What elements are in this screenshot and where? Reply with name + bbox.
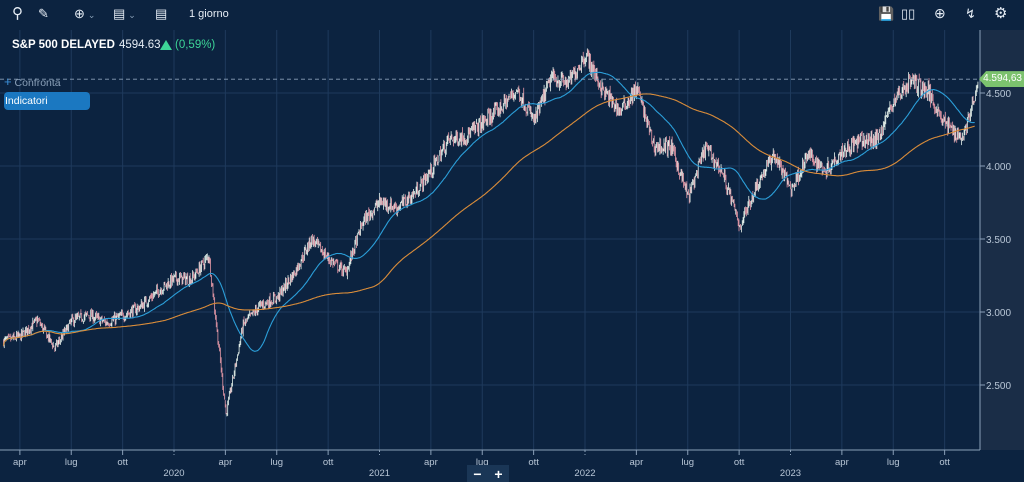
- add-icon[interactable]: ⊕: [934, 5, 946, 21]
- zoom-in-button[interactable]: +: [494, 465, 503, 482]
- candles: [3, 48, 979, 417]
- compare-label: Confronta: [14, 77, 61, 89]
- search-icon[interactable]: ⚲: [12, 5, 23, 22]
- x-tick-label: ott: [528, 457, 539, 468]
- moving-average-short: [2, 71, 975, 352]
- x-tick-label: apr: [13, 457, 27, 468]
- zoom-out-button[interactable]: −: [473, 465, 482, 482]
- x-tick-label: ott: [117, 457, 128, 468]
- instrument-title: S&P 500 DELAYED: [12, 39, 115, 51]
- indicators-button[interactable]: Indicatori: [4, 92, 90, 110]
- price-change: (0,59%): [175, 39, 216, 51]
- up-arrow-icon: [160, 40, 172, 50]
- x-tick-label: lug: [65, 457, 78, 468]
- y-tick-label: 2.500: [986, 381, 1011, 392]
- x-tick-label: apr: [424, 457, 438, 468]
- moving-average-long: [2, 93, 975, 346]
- x-tick-label: lug: [270, 457, 283, 468]
- x-tick-label: lug: [476, 457, 489, 468]
- candlestick-icon[interactable]: ▯▯: [901, 6, 916, 21]
- y-tick-label: 4.000: [986, 162, 1011, 173]
- x-tick-label: ott: [939, 457, 950, 468]
- x-tick-label: apr: [219, 457, 233, 468]
- last-price-tag: 4.594,63: [979, 71, 1024, 88]
- gear-icon[interactable]: ⚙: [994, 5, 1008, 22]
- y-tick-label: 3.000: [986, 308, 1011, 319]
- x-tick-label: apr: [835, 457, 849, 468]
- zoom-controls: − +: [467, 465, 509, 482]
- current-price: 4594.63: [119, 39, 161, 51]
- y-tick-label: 4.500: [986, 89, 1011, 100]
- compare-button[interactable]: + Confronta: [4, 74, 61, 89]
- y-tick-label: 3.500: [986, 235, 1011, 246]
- annotation-icon[interactable]: ▤ ⌄: [113, 6, 136, 21]
- x-tick-label: ott: [734, 457, 745, 468]
- interval-selector[interactable]: 1 giorno: [189, 8, 229, 20]
- x-tick-label: lug: [681, 457, 694, 468]
- pencil-icon[interactable]: ✎: [38, 6, 49, 21]
- toolbar: ⚲ ✎ ⊕ ⌄ ▤ ⌄ ▤ 1 giorno 💾 ▯▯ ⊕ ↯ ⚙: [0, 0, 1024, 30]
- x-tick-label: lug: [887, 457, 900, 468]
- x-tick-label: 2021: [369, 468, 390, 479]
- x-tick-label: 2022: [574, 468, 595, 479]
- crosshair-icon[interactable]: ⊕ ⌄: [74, 6, 96, 21]
- price-axis-panel[interactable]: [980, 30, 1024, 450]
- plus-icon: +: [4, 74, 12, 89]
- x-tick-label: ott: [323, 457, 334, 468]
- lightning-icon[interactable]: ↯: [965, 6, 976, 21]
- x-tick-label: 2023: [780, 468, 801, 479]
- x-tick-label: apr: [630, 457, 644, 468]
- x-tick-label: 2020: [163, 468, 184, 479]
- save-icon[interactable]: 💾: [878, 6, 895, 21]
- list-icon[interactable]: ▤: [155, 6, 168, 21]
